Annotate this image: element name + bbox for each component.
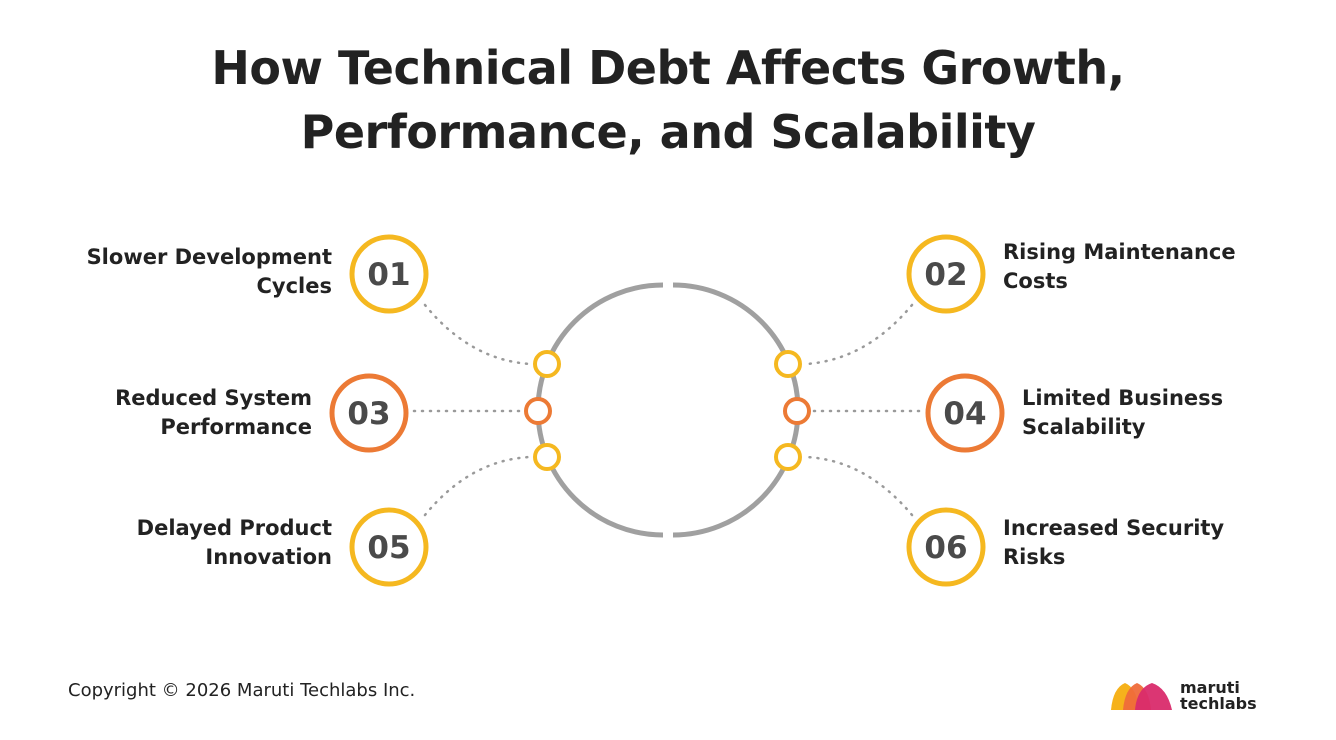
item-label-04: Limited Business Scalability: [1022, 384, 1223, 442]
title-line-1: How Technical Debt Affects Growth,: [211, 41, 1125, 95]
item-label-02: Rising Maintenance Costs: [1003, 238, 1236, 296]
item-label-01: Slower Development Cycles: [87, 243, 332, 301]
number-badge-05: 05: [349, 507, 429, 587]
maruti-logo-text: maruti techlabs: [1180, 680, 1257, 712]
item-label-06: Increased Security Risks: [1003, 514, 1224, 572]
central-ring-left-arc: [535, 282, 664, 538]
item-05-line-2: Innovation: [205, 545, 332, 569]
connector-05: [423, 455, 532, 517]
logo-line-2: techlabs: [1180, 694, 1257, 713]
number-badge-04: 04: [925, 373, 1005, 453]
number-badge-01: 01: [349, 234, 429, 314]
item-label-03: Reduced System Performance: [115, 384, 312, 442]
item-04-line-2: Scalability: [1022, 415, 1146, 439]
ring-node-01: [533, 350, 561, 378]
copyright-text: Copyright © 2026 Maruti Techlabs Inc.: [68, 680, 416, 701]
title-line-2: Performance, and Scalability: [300, 105, 1036, 159]
number-badge-02: 02: [906, 234, 986, 314]
item-03-line-1: Reduced System: [115, 386, 312, 410]
item-01-line-2: Cycles: [256, 274, 333, 298]
item-02-line-1: Rising Maintenance: [1003, 240, 1236, 264]
ring-node-06: [774, 443, 802, 471]
number-03: 03: [347, 396, 390, 432]
number-02: 02: [924, 257, 967, 293]
ring-node-03: [524, 397, 552, 425]
ring-node-02: [774, 350, 802, 378]
number-badge-06: 06: [906, 507, 986, 587]
maruti-logo-mark: [1111, 683, 1172, 710]
item-01-line-1: Slower Development: [86, 245, 332, 269]
item-02-line-2: Costs: [1003, 269, 1068, 293]
central-ring-right-arc: [672, 282, 801, 538]
item-06-line-1: Increased Security: [1003, 516, 1225, 540]
number-01: 01: [367, 257, 410, 293]
number-badge-03: 03: [329, 373, 409, 453]
ring-node-04: [783, 397, 811, 425]
page-title: How Technical Debt Affects Growth, Perfo…: [0, 36, 1336, 164]
number-04: 04: [943, 396, 986, 432]
item-05-line-1: Delayed Product: [136, 516, 332, 540]
logo-line-1: maruti: [1180, 678, 1240, 697]
number-06: 06: [924, 530, 967, 566]
ring-node-05: [533, 443, 561, 471]
connector-01: [423, 303, 532, 366]
number-05: 05: [367, 530, 410, 566]
item-03-line-2: Performance: [160, 415, 312, 439]
connector-06: [804, 455, 914, 517]
connector-02: [804, 303, 914, 366]
item-label-05: Delayed Product Innovation: [137, 514, 332, 572]
item-06-line-2: Risks: [1003, 545, 1066, 569]
item-04-line-1: Limited Business: [1022, 386, 1224, 410]
